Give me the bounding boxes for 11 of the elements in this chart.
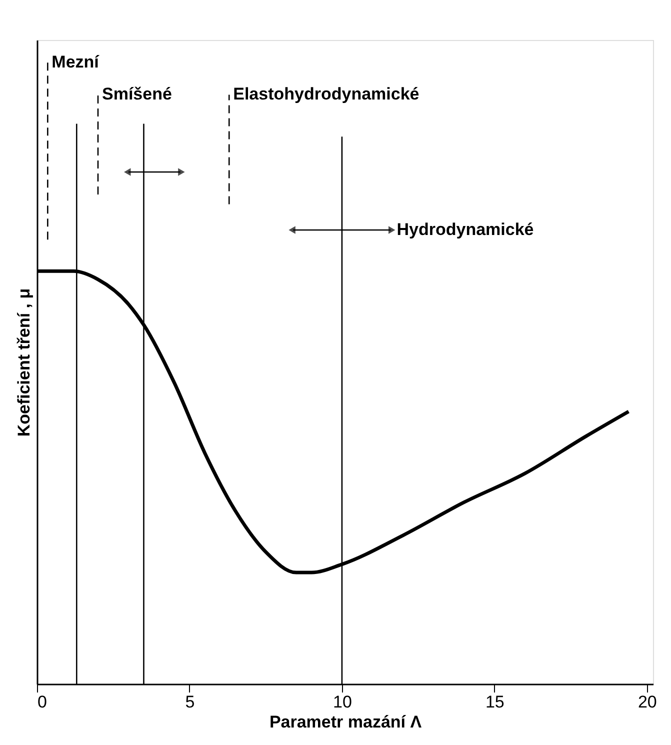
x-axis-title: Parametr mazání Λ bbox=[269, 712, 422, 732]
y-axis-title: Koeficient tření , μ bbox=[14, 288, 34, 437]
ref-line-label: Mezní bbox=[52, 52, 100, 72]
text: Hydrodynamické bbox=[396, 220, 534, 239]
x-tick-label: 10 bbox=[332, 692, 352, 712]
ref-line-label: Smíšené bbox=[102, 84, 172, 104]
x-tick-label: 15 bbox=[485, 692, 504, 712]
x-tick-label: 20 bbox=[638, 692, 657, 712]
x-tick-label: 5 bbox=[185, 692, 195, 712]
ref-line-label: Elastohydrodynamické bbox=[233, 84, 420, 104]
x-tick-label: 0 bbox=[38, 692, 47, 712]
